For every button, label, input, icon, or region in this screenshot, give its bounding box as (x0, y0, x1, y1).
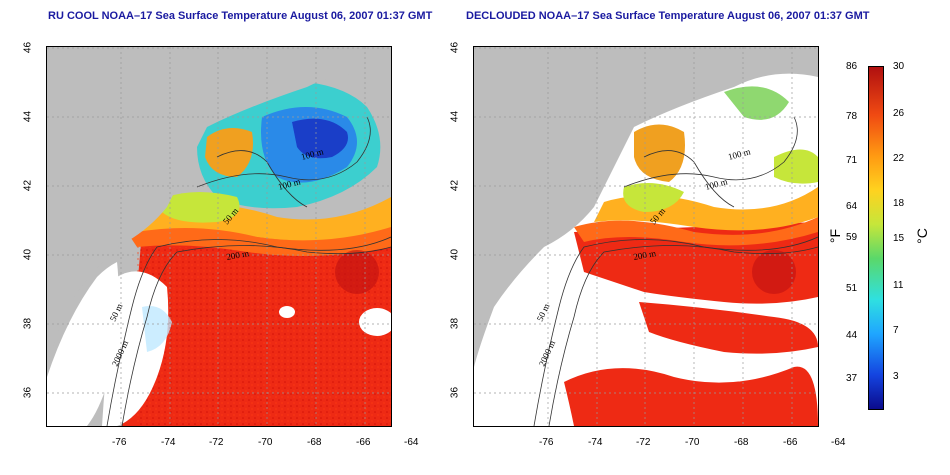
fahrenheit-tick: 44 (846, 330, 858, 341)
x-tick: -76 (112, 437, 127, 448)
sst-map-right: 100 m 100 m 50 m 200 m 50 m 2000 m (473, 46, 819, 427)
x-tick: -66 (783, 437, 798, 448)
celsius-tick: 3 (893, 371, 899, 382)
isobath-line (196, 116, 371, 188)
contour-label: 200 m (633, 248, 657, 262)
fahrenheit-unit-label: °F (827, 228, 844, 244)
y-tick: 40 (22, 248, 34, 261)
fahrenheit-tick: 78 (846, 111, 858, 122)
graticule (474, 47, 818, 426)
fahrenheit-tick: 86 (846, 61, 858, 72)
y-tick: 44 (449, 110, 461, 123)
land-mass (47, 47, 391, 367)
celsius-tick: 15 (893, 233, 905, 244)
contour-label: 200 m (226, 248, 250, 262)
y-tick: 42 (22, 179, 34, 192)
celsius-tick: 18 (893, 198, 905, 209)
y-tick: 46 (449, 41, 461, 54)
cloud-patch (142, 306, 172, 352)
y-tick: 38 (22, 317, 34, 330)
y-tick: 40 (449, 248, 461, 261)
warm-core-ring (335, 250, 379, 294)
isobath-line (533, 236, 818, 426)
sst-map-right-svg: 100 m 100 m 50 m 200 m 50 m 2000 m (474, 47, 818, 426)
x-tick: -68 (734, 437, 749, 448)
shoals-water (162, 192, 240, 223)
land-mass (474, 47, 818, 367)
fahrenheit-tick: 64 (846, 201, 858, 212)
celsius-tick: 26 (893, 108, 905, 119)
fahrenheit-tick: 59 (846, 232, 858, 243)
celsius-unit-label: °C (913, 228, 930, 244)
x-tick: -64 (831, 437, 846, 448)
gulf-green-patch (774, 149, 818, 184)
y-tick: 38 (449, 317, 461, 330)
shoals-water (623, 183, 684, 212)
celsius-tick: 22 (893, 153, 905, 164)
gulf-green-patch (724, 86, 789, 120)
celsius-tick: 30 (893, 61, 905, 72)
gulf-warm-patch (634, 124, 685, 182)
y-tick: 44 (22, 110, 34, 123)
sst-map-left-svg: 100 m 100 m 50 m 200 m 50 m 2000 m (47, 47, 391, 426)
x-tick: -66 (356, 437, 371, 448)
sst-map-left: 100 m 100 m 50 m 200 m 50 m 2000 m (46, 46, 392, 427)
fahrenheit-tick: 51 (846, 283, 858, 294)
celsius-tick: 7 (893, 325, 899, 336)
x-tick: -72 (209, 437, 224, 448)
temperature-colorbar (868, 66, 884, 410)
y-tick: 36 (449, 386, 461, 399)
graticule (47, 47, 391, 426)
fahrenheit-tick: 37 (846, 373, 858, 384)
slope-water (127, 222, 391, 256)
warm-water (639, 302, 818, 354)
x-tick: -64 (404, 437, 419, 448)
x-tick: -72 (636, 437, 651, 448)
isobath-line (121, 245, 391, 426)
celsius-tick: 11 (893, 280, 904, 291)
x-tick: -68 (307, 437, 322, 448)
left-panel-title: RU COOL NOAA–17 Sea Surface Temperature … (48, 10, 433, 22)
cloud-patch-center (279, 306, 295, 318)
y-tick: 42 (449, 179, 461, 192)
warm-core-ring (752, 250, 796, 294)
x-tick: -70 (258, 437, 273, 448)
isobath-line (623, 116, 798, 188)
isobath-line (548, 245, 818, 426)
x-tick: -70 (685, 437, 700, 448)
warm-water (564, 366, 818, 426)
cloud-patch-east (359, 308, 391, 336)
slope-water (574, 217, 818, 246)
isobath-line (106, 236, 391, 426)
fahrenheit-tick: 71 (846, 155, 858, 166)
x-tick: -76 (539, 437, 554, 448)
x-tick: -74 (588, 437, 603, 448)
y-tick: 46 (22, 41, 34, 54)
coastal-white-region (47, 262, 119, 426)
gulf-coldest (292, 118, 348, 159)
right-panel-title: DECLOUDED NOAA–17 Sea Surface Temperatur… (466, 10, 870, 22)
y-tick: 36 (22, 386, 34, 399)
x-tick: -74 (161, 437, 176, 448)
